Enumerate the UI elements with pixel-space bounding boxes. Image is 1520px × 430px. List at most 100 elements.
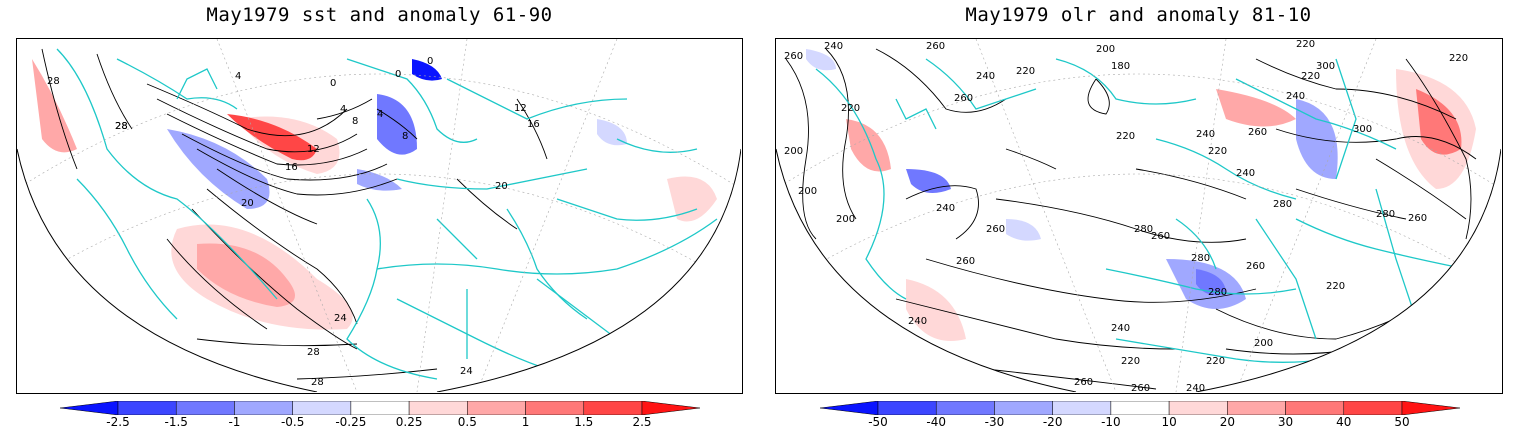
contour-label: 240 [1196,129,1215,140]
olr-anomaly-negative [906,169,951,193]
coastlines [815,58,1467,363]
colorbar-swatch [819,400,879,416]
sst-anomaly-positive-strong [227,114,317,161]
colorbar-tick-label: 10 [1161,415,1177,429]
contour-label: 240 [1286,91,1305,102]
contour-label: 28 [47,76,60,87]
sst-anomaly-negative [377,94,417,155]
contour-label: 240 [824,41,843,52]
colorbar-swatch [408,400,468,416]
colorbar-swatch [1401,400,1461,416]
colorbar-swatch [877,400,937,416]
contour-label: 280 [1376,209,1395,220]
left-colorbar: -2.5 -1.5 -1 -0.5 -0.25 0.25 0.5 1 1.5 2.5 [59,400,701,430]
colorbar-tick-label: 20 [1219,415,1235,429]
contour-label: 220 [1296,39,1315,50]
colorbar-tick-label: 50 [1394,415,1410,429]
colorbar-tick-label: 1 [521,415,530,429]
colorbar-swatch [1052,400,1112,416]
olr-anomaly-positive [906,279,966,341]
olr-anomaly-negative-strong [1196,269,1226,296]
contour-label: 16 [527,119,540,130]
left-map-canvas: 28 28 4 0 0 0 4 8 4 8 12 12 16 16 20 20 … [17,39,741,392]
colorbar-tick-label: -30 [984,415,1005,429]
contour-label: 0 [330,78,336,89]
contour-label: 28 [311,377,324,388]
right-colorbar-svg [819,400,1461,416]
left-colorbar-svg [59,400,701,416]
colorbar-tick-label: 0.25 [395,415,423,429]
projection-edge [776,148,1077,392]
contour-label: 240 [936,203,955,214]
contour-label: 16 [285,162,298,173]
right-panel-title: May1979 olr and anomaly 81-10 [965,4,1312,26]
colorbar-swatch [994,400,1053,416]
contour-label: 0 [427,56,433,67]
sst-anomaly-positive [667,176,717,222]
contour-label: 220 [1326,281,1345,292]
contour-label: 28 [115,121,128,132]
contour-label: 200 [1254,338,1273,349]
contour-label: 20 [241,198,254,209]
contour-label: 28 [307,347,320,358]
contour-label: 24 [460,366,473,377]
contour-label: 260 [1248,127,1267,138]
contour-label: 220 [1206,356,1225,367]
olr-anomaly-positive-strong [1416,89,1462,155]
colorbar-tick-label: 2.5 [632,415,652,429]
sst-anomaly-negative [597,119,627,146]
colorbar-swatch [1343,400,1403,416]
contour-label: 260 [954,93,973,104]
contour-label: 200 [836,214,855,225]
left-panel-title: May1979 sst and anomaly 61-90 [206,4,553,26]
colorbar-tick-label: -40 [926,415,947,429]
colorbar-swatch [583,400,643,416]
contour-label: 220 [1121,356,1140,367]
contour-label: 200 [1096,44,1115,55]
colorbar-tick-label: -10 [1101,415,1121,429]
contour-label: 280 [1273,199,1292,210]
colorbar-swatch [1110,400,1170,416]
contour-label: 4 [377,109,383,120]
colorbar-tick-label: -0.5 [280,415,305,429]
contour-label: 240 [1111,323,1130,334]
colorbar-tick-label: -0.25 [335,415,367,429]
contour-label: 260 [1408,213,1427,224]
colorbar-swatch [1285,400,1345,416]
projection-edge [1195,148,1501,392]
contour-label: 220 [1449,53,1468,64]
colorbar-swatch [234,400,293,416]
left-map: 28 28 4 0 0 0 4 8 4 8 12 12 16 16 20 20 … [16,38,743,394]
contour-label: 220 [1016,66,1035,77]
colorbar-tick-label: 30 [1277,415,1294,429]
colorbar-tick-label: -2.5 [106,415,130,429]
olr-anomaly-negative [1006,219,1041,241]
colorbar-swatch [59,400,119,416]
colorbar-swatch [935,400,995,416]
contour-label: 8 [352,116,358,127]
contour-label: 260 [1151,231,1170,242]
contour-label: 220 [1301,71,1320,82]
contour-label: 240 [1186,383,1205,392]
contour-label: 260 [1074,377,1093,388]
contour-label: 280 [1134,224,1153,235]
right-map-canvas: 260 240 200 260 220 180 200 220 300 220 … [776,39,1501,392]
colorbar-swatch [292,400,352,416]
colorbar-swatch [467,400,526,416]
right-colorbar: -50 -40 -30 -20 -10 10 20 30 40 50 [819,400,1461,430]
contour-label: 4 [340,104,346,115]
colorbar-swatch [117,400,177,416]
contour-label: 280 [1191,253,1210,264]
contour-label: 24 [334,313,347,324]
colorbar-tick-label: -1.5 [164,415,188,429]
contour-label: 260 [1131,383,1150,392]
contour-label: 220 [1208,146,1227,157]
olr-anomaly-negative [806,49,836,71]
colorbar-tick-label: -1 [228,415,241,429]
colorbar-swatch [1168,400,1228,416]
colorbar-tick-label: 0.5 [457,415,477,429]
contour-label: 240 [908,316,927,327]
contour-label: 280 [1208,287,1227,298]
projection-edge [436,148,741,392]
contour-label: 0 [395,69,401,80]
